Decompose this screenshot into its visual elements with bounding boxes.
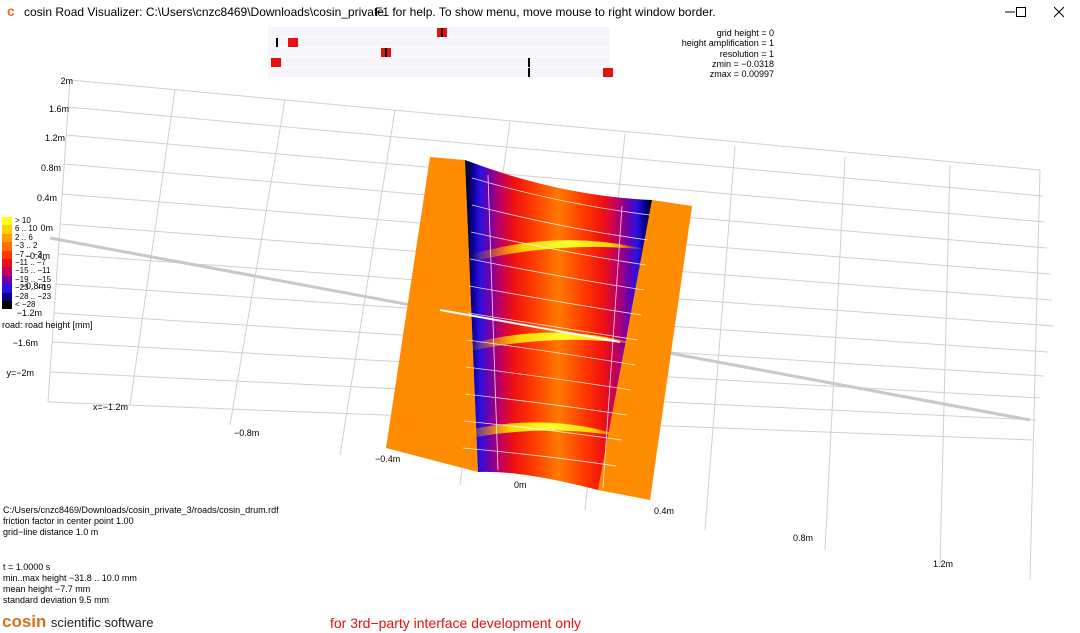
legend-swatch [2,284,12,293]
height-statistics: t = 1.0000 s min..max height −31.8 .. 10… [3,562,137,606]
title-bar[interactable]: c cosin Road Visualizer: C:\Users\cnzc84… [0,0,1080,24]
legend-swatch [2,242,12,251]
x-label: −0.8m [234,428,259,438]
cosin-brand: cosin scientific software [2,612,153,632]
y-label: −0.4m [25,251,50,261]
legend-label: −19 .. −15 [15,274,52,284]
file-path: C:/Users/cnzc8469/Downloads/cosin_privat… [3,505,279,515]
legend-title: road: road height [mm] [2,320,93,330]
y-label: 1.2m [45,133,65,143]
minimize-icon [1005,11,1015,13]
standard-deviation: standard deviation 9.5 mm [3,595,110,605]
x-label: −0.4m [375,454,400,464]
legend-swatch [2,250,12,259]
legend-swatch [2,233,12,243]
param-zmax: zmax = 0.00997 [709,69,774,80]
legend-label: −28 .. −23 [15,291,52,301]
maximize-button[interactable] [998,0,1044,24]
legend-label: < −28 [15,299,36,309]
y-label: −0.8m [21,281,46,291]
param-zmin: zmin = −0.0318 [711,58,774,69]
y-label: y=−2m [6,368,34,378]
profile-markers [268,27,613,77]
view-parameters: grid height = 0 height amplification = 1… [600,28,774,79]
legend-label: −23 .. −19 [15,283,52,293]
param-grid-height: grid height = 0 [716,28,774,38]
x-label: 0m [514,480,527,490]
mean-height: mean height −7.7 mm [3,584,91,594]
window-title: cosin Road Visualizer: C:\Users\cnzc8469… [24,5,384,19]
y-label: −1.2m [17,308,42,318]
x-label: 0.4m [654,506,674,516]
x-label: 0.8m [793,533,813,543]
y-label: 0.4m [37,193,57,203]
legend-swatch [2,267,12,276]
legend-swatch [2,300,12,310]
grid-line-distance: grid−line distance 1.0 m [3,527,99,537]
help-text: F1 for help. To show menu, move mouse to… [375,5,716,19]
legend-swatch [2,258,12,268]
y-label: 2m [60,76,73,86]
friction-factor: friction factor in center point 1.00 [3,516,134,526]
legend-label: −15 .. −11 [15,266,51,276]
x-label: x=−1.2m [93,402,128,412]
time-value: t = 1.0000 s [3,562,51,572]
legend-swatch [2,275,12,285]
brand-subtitle: scientific software [50,615,154,630]
y-label: 0m [40,223,53,233]
close-icon [1054,7,1064,17]
y-label: 1.6m [49,104,69,114]
legend-label: 2 .. 6 [15,232,33,242]
legend-label: −11 .. −7 [15,257,46,267]
maximize-icon [1016,7,1026,17]
param-resolution: resolution = 1 [719,48,774,59]
legend-swatch [2,292,12,301]
cosin-logo: cosin [2,612,47,631]
legend-label: −3 .. 2 [15,241,38,251]
legend-label: 6 .. 10 [15,224,38,234]
param-height-amplification: height amplification = 1 [681,38,774,49]
y-label: 0.8m [41,163,61,173]
legend-label: −7 .. −3 [15,249,43,259]
y-label: −1.6m [13,338,38,348]
minimize-button[interactable] [987,0,1033,24]
disclaimer-text: for 3rd−party interface development only [330,615,581,631]
legend-swatch [2,217,12,226]
legend-label: > 10 [15,216,31,225]
min-max-height: min..max height −31.8 .. 10.0 mm [3,573,137,583]
x-label: 1.2m [933,559,953,569]
close-button[interactable] [1036,0,1080,24]
road-file-info: C:/Users/cnzc8469/Downloads/cosin_privat… [3,505,279,538]
cosin-app-icon: c [7,3,15,19]
legend-swatch [2,225,12,234]
road-surface [386,157,692,500]
